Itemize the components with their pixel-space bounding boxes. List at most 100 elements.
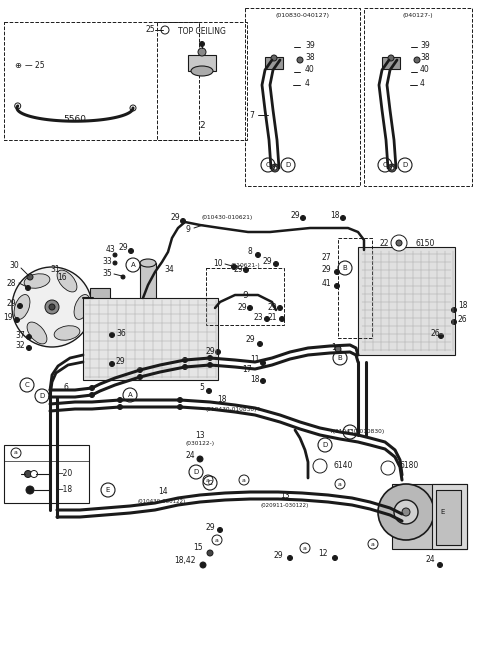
Text: a: a: [303, 545, 307, 551]
Text: 15: 15: [193, 543, 203, 552]
Text: 28: 28: [6, 278, 16, 287]
Circle shape: [89, 393, 95, 398]
Circle shape: [381, 461, 395, 475]
Text: E: E: [106, 487, 110, 493]
Text: 18: 18: [250, 374, 260, 384]
Bar: [140, 263, 156, 311]
Circle shape: [300, 216, 305, 220]
Text: 29: 29: [170, 213, 180, 222]
Circle shape: [31, 471, 37, 478]
Text: C: C: [265, 162, 270, 168]
Text: 5: 5: [200, 382, 204, 391]
Text: 40: 40: [420, 66, 430, 75]
Text: ⊕: ⊕: [14, 60, 22, 70]
Text: (020911-030122): (020911-030122): [261, 502, 309, 508]
Circle shape: [200, 42, 204, 47]
Circle shape: [297, 57, 303, 63]
Circle shape: [271, 55, 277, 61]
Ellipse shape: [57, 270, 77, 292]
Circle shape: [333, 556, 337, 560]
Circle shape: [257, 341, 263, 346]
Text: 18: 18: [330, 211, 340, 220]
Bar: [245, 8, 360, 186]
Text: D: D: [39, 393, 45, 399]
Circle shape: [402, 508, 410, 516]
Text: 26: 26: [458, 315, 468, 324]
Circle shape: [26, 486, 34, 494]
Bar: [206, 268, 284, 325]
Circle shape: [391, 235, 407, 251]
Text: 29: 29: [116, 358, 126, 367]
Text: E: E: [441, 509, 445, 515]
Text: a: a: [215, 538, 219, 543]
Circle shape: [180, 218, 185, 224]
Bar: [4, 22, 199, 140]
Circle shape: [207, 356, 213, 361]
Text: 19: 19: [3, 313, 13, 322]
Circle shape: [452, 307, 456, 313]
Circle shape: [288, 556, 292, 560]
Text: 41: 41: [322, 278, 331, 287]
Text: 31: 31: [50, 265, 60, 274]
Text: —18: —18: [56, 486, 73, 495]
Circle shape: [121, 275, 125, 279]
Bar: [90, 288, 110, 318]
Text: TOP CEILING: TOP CEILING: [178, 27, 226, 36]
Circle shape: [452, 320, 456, 324]
Text: (010430-010830)4: (010430-010830)4: [205, 408, 260, 413]
Circle shape: [200, 562, 206, 568]
Circle shape: [207, 550, 213, 556]
Text: C: C: [208, 480, 212, 486]
Text: 24: 24: [425, 556, 435, 564]
Text: (010621-): (010621-): [230, 263, 260, 268]
Circle shape: [394, 500, 418, 524]
Text: 29: 29: [290, 211, 300, 220]
Text: 5560: 5560: [63, 116, 86, 125]
Text: a: a: [206, 478, 210, 482]
Bar: [364, 8, 472, 186]
Bar: [432, 484, 467, 549]
Circle shape: [206, 389, 212, 393]
Circle shape: [414, 57, 420, 63]
Text: 4: 4: [420, 79, 425, 88]
Text: 33: 33: [102, 257, 112, 266]
Circle shape: [14, 317, 20, 322]
Text: 38: 38: [420, 53, 430, 62]
Text: 29: 29: [245, 335, 255, 345]
Circle shape: [390, 166, 394, 170]
Circle shape: [388, 55, 394, 61]
Text: 29: 29: [237, 304, 247, 313]
Circle shape: [45, 300, 59, 314]
Text: 8: 8: [248, 248, 252, 257]
Text: 10: 10: [213, 259, 223, 268]
Circle shape: [271, 164, 279, 172]
Circle shape: [137, 374, 143, 380]
Circle shape: [248, 306, 252, 311]
Bar: [188, 55, 216, 71]
Text: (010830-040127): (010830-040127): [276, 14, 330, 18]
Circle shape: [231, 265, 237, 270]
Text: 6150: 6150: [415, 239, 434, 248]
Text: — 25: — 25: [25, 60, 45, 70]
Text: 35: 35: [102, 268, 112, 278]
Circle shape: [178, 398, 182, 402]
Bar: [4, 445, 89, 503]
Circle shape: [109, 361, 115, 367]
Circle shape: [439, 333, 444, 339]
Circle shape: [161, 26, 169, 34]
Circle shape: [89, 385, 95, 391]
Text: 29: 29: [262, 257, 272, 265]
Text: C: C: [383, 162, 387, 168]
Text: 6: 6: [63, 382, 68, 391]
Text: D: D: [286, 162, 290, 168]
Circle shape: [217, 528, 223, 532]
Circle shape: [277, 306, 283, 311]
Text: a: a: [371, 541, 375, 547]
Text: 22: 22: [380, 239, 389, 248]
Circle shape: [264, 317, 269, 322]
Text: B: B: [343, 265, 348, 271]
Text: 25: 25: [145, 25, 155, 34]
Circle shape: [17, 304, 23, 309]
Bar: [83, 298, 218, 380]
Text: a: a: [242, 478, 246, 482]
